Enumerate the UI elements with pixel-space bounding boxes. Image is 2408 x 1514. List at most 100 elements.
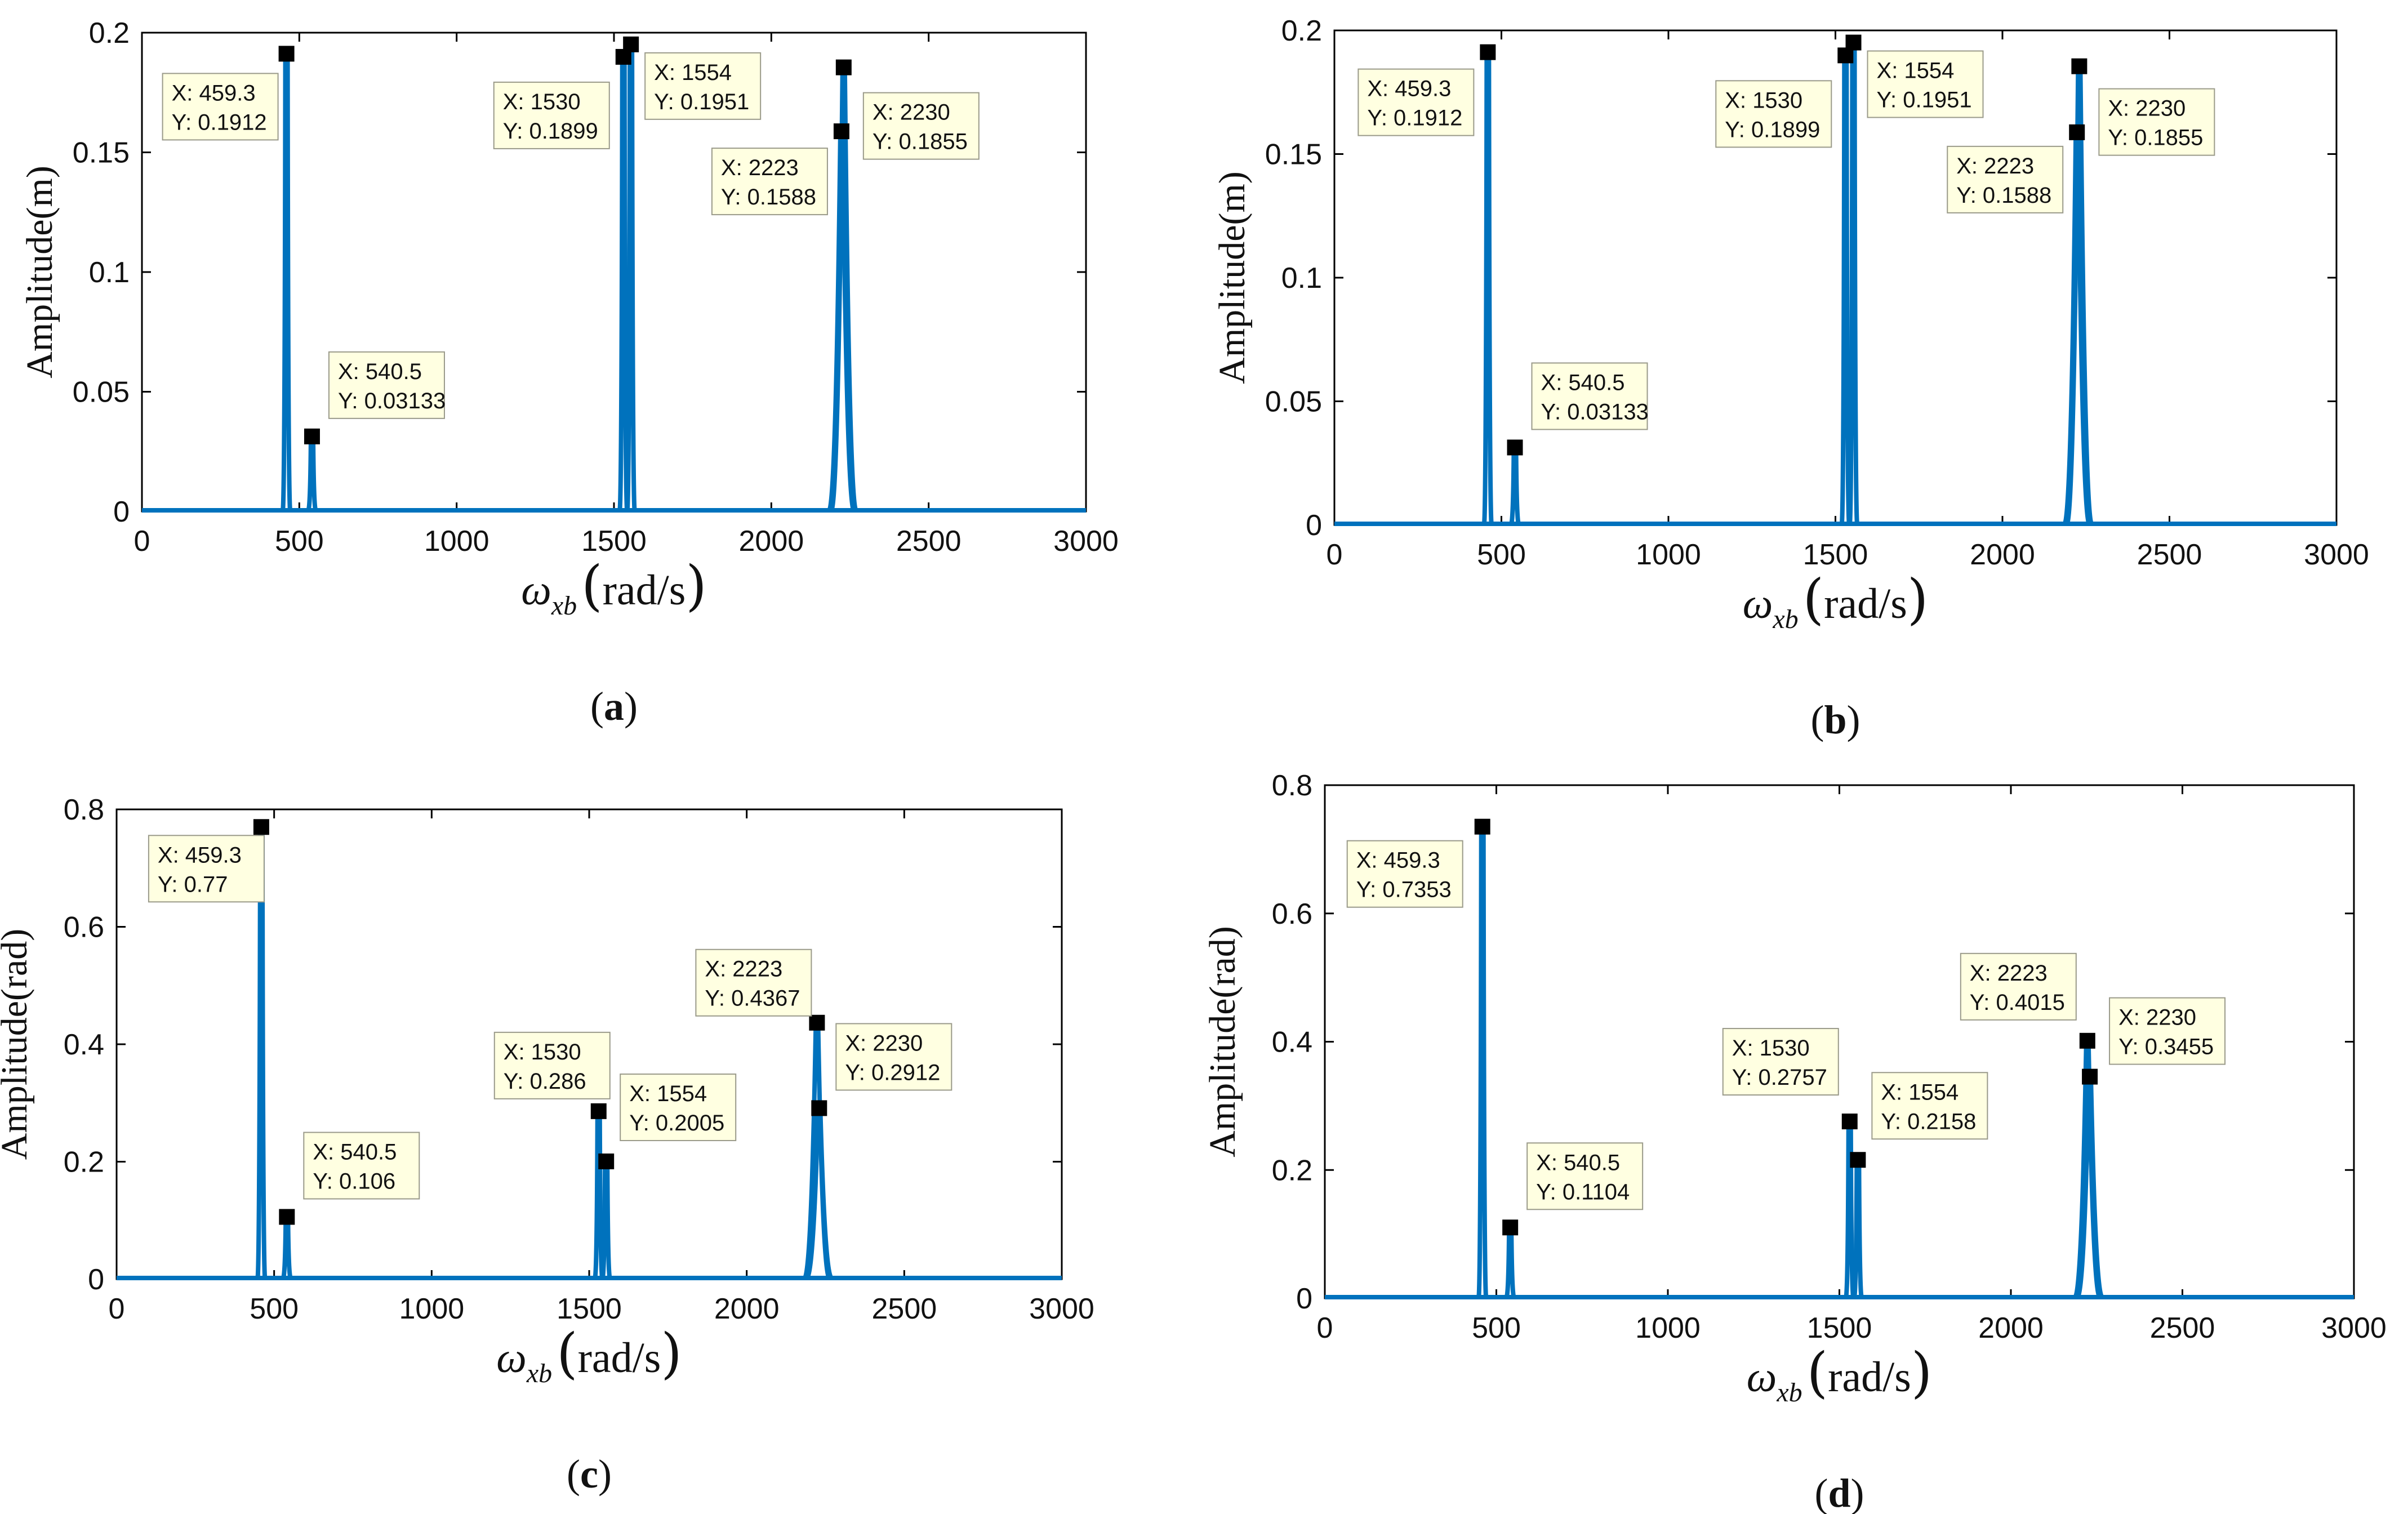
- data-tip: X: 540.5 Y: 0.03133: [328, 351, 446, 419]
- series-peak: [600, 1159, 612, 1280]
- y-tick-label: 0.2: [89, 17, 130, 50]
- x-axis-label: ωxb(rad/s): [1743, 568, 1929, 634]
- data-tip: X: 1554 Y: 0.2158: [1871, 1072, 1988, 1140]
- y-tick-label: 0.8: [64, 794, 104, 826]
- x-tick-label: 3000: [2321, 1312, 2387, 1344]
- data-tip: X: 459.3 Y: 0.77: [148, 835, 265, 903]
- peak-marker: [1474, 818, 1490, 835]
- data-tip-y: Y: 0.03133: [338, 389, 446, 413]
- x-axis-unit: rad/s: [603, 567, 686, 614]
- data-tip-x: X: 2223: [721, 155, 799, 180]
- data-tip-x: X: 1554: [1877, 59, 1955, 83]
- peak-marker: [2071, 58, 2087, 74]
- peak-marker: [598, 1153, 615, 1169]
- data-tip: X: 540.5 Y: 0.1104: [1526, 1142, 1644, 1210]
- data-tip-box: [1357, 68, 1475, 136]
- series-peak: [1509, 445, 1521, 526]
- data-tip: X: 2230 Y: 0.1855: [862, 92, 980, 160]
- data-tip-x: X: 2230: [845, 1031, 923, 1056]
- data-tip-box: [620, 1073, 737, 1141]
- data-tip-y: Y: 0.286: [504, 1069, 586, 1094]
- x-tick-label: 500: [1477, 538, 1526, 571]
- panel-label-letter: a: [604, 684, 624, 729]
- data-tip-y: Y: 0.1912: [172, 110, 267, 135]
- series-peak: [1851, 1157, 1864, 1299]
- x-tick-label: 2500: [2150, 1312, 2215, 1344]
- data-tip: X: 1530 Y: 0.1899: [493, 81, 610, 149]
- data-tip: X: 1554 Y: 0.2005: [620, 1073, 737, 1141]
- y-tick-label: 0.05: [1265, 386, 1322, 418]
- panel-label-letter: c: [580, 1451, 598, 1497]
- data-tip: X: 2230 Y: 0.2912: [835, 1023, 952, 1091]
- x-axis-unit: rad/s: [1824, 580, 1907, 627]
- chart-panel-d: 0 500 1000 1500 2000 2500 3000 0 0.2 0.4 0.6 0.8 Amp…: [1202, 769, 2387, 1514]
- x-axis-symbol: ω: [1747, 1353, 1777, 1401]
- data-tip-x: X: 540.5: [338, 359, 422, 384]
- panel-label-letter: b: [1824, 697, 1846, 742]
- data-tip: X: 1530 Y: 0.286: [493, 1031, 611, 1099]
- data-tip-x: X: 459.3: [172, 81, 256, 105]
- data-tip-box: [644, 52, 762, 120]
- data-tip-x: X: 1554: [1881, 1080, 1959, 1105]
- y-axis-label: Amplitude(m): [1212, 171, 1253, 384]
- data-tip-y: Y: 0.1588: [721, 185, 816, 210]
- data-tip-y: Y: 0.4367: [705, 986, 800, 1011]
- panel-label-close: ): [1851, 1471, 1864, 1514]
- data-tip-box: [493, 1031, 611, 1099]
- chart-panel-b: 0 500 1000 1500 2000 2500 3000 0 0.05 0.1 0.15 0.2 A…: [1212, 15, 2369, 742]
- peak-marker: [623, 36, 639, 52]
- peak-marker: [1841, 1114, 1858, 1130]
- x-tick-label: 2000: [1978, 1312, 2044, 1344]
- x-tick-label: 1000: [399, 1293, 464, 1325]
- panel-label-open: (: [567, 1451, 580, 1497]
- x-axis-close-paren: ): [686, 554, 706, 617]
- peak-marker: [2082, 1068, 2098, 1085]
- peak-marker: [1845, 34, 1862, 51]
- x-tick-label: 0: [134, 525, 150, 558]
- data-tip-x: X: 459.3: [158, 843, 242, 867]
- data-tip-x: X: 1530: [504, 1040, 581, 1065]
- panel-label-open: (: [1810, 697, 1824, 742]
- data-tip-y: Y: 0.2912: [845, 1060, 940, 1085]
- chart-panel-a: 0 500 1000 1500 2000 2500 3000 0 0.05 0.1 0.15 0.2 A…: [19, 17, 1119, 729]
- series-peak: [1504, 1225, 1516, 1299]
- peak-marker: [279, 1209, 295, 1225]
- series-peak: [1481, 50, 1494, 526]
- data-tip-y: Y: 0.4015: [1970, 990, 2065, 1015]
- data-tip-box: [1526, 1142, 1644, 1210]
- panel-label-letter: d: [1828, 1471, 1850, 1514]
- x-axis-unit: rad/s: [1828, 1353, 1911, 1401]
- series-peak: [281, 51, 293, 512]
- series-peak: [281, 1214, 293, 1280]
- data-tip-x: X: 1530: [1725, 88, 1802, 113]
- data-tip-box: [862, 92, 980, 160]
- data-tip-y: Y: 0.1588: [1956, 183, 2051, 208]
- y-tick-label: 0.4: [1272, 1026, 1312, 1059]
- data-tip-x: X: 1554: [654, 60, 732, 85]
- data-tip-x: X: 540.5: [1536, 1150, 1620, 1175]
- x-tick-label: 3000: [1053, 525, 1119, 558]
- panel-label-close: ): [624, 684, 638, 729]
- x-axis-open-paren: (: [557, 1322, 577, 1385]
- data-tip-box: [711, 148, 828, 216]
- x-axis-subscript: xb: [1776, 1378, 1802, 1408]
- data-tip-x: X: 2230: [2118, 1005, 2196, 1030]
- data-tip-x: X: 1530: [1732, 1036, 1810, 1061]
- peak-marker: [811, 1100, 827, 1116]
- x-axis-subscript: xb: [526, 1359, 552, 1388]
- y-axis-label: Amplitude(rad): [0, 929, 35, 1160]
- data-tip-box: [328, 351, 445, 419]
- y-tick-label: 0.2: [1272, 1154, 1312, 1187]
- peak-marker: [2069, 124, 2085, 140]
- y-tick-label: 0.05: [73, 376, 130, 409]
- x-tick-label: 1500: [1807, 1312, 1872, 1344]
- data-tip-box: [2109, 997, 2226, 1065]
- data-tip-x: X: 2223: [1970, 961, 2048, 986]
- x-tick-label: 1500: [1803, 538, 1868, 571]
- panel-label-open: (: [1814, 1471, 1828, 1514]
- x-tick-label: 0: [109, 1293, 125, 1325]
- data-tip-box: [493, 81, 610, 149]
- data-tip-y: Y: 0.106: [313, 1169, 395, 1194]
- peak-marker: [304, 428, 320, 444]
